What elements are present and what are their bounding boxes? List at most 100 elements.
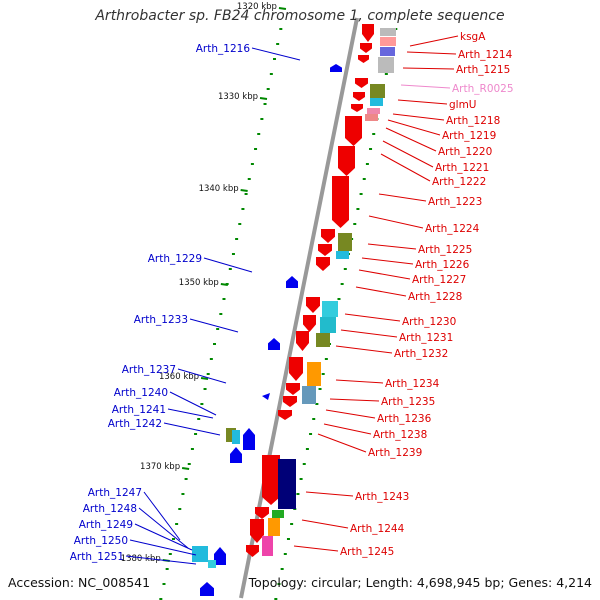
gene-feature[interactable]: [345, 116, 362, 146]
gene-label-arth_1219[interactable]: Arth_1219: [442, 130, 496, 142]
gene-feature[interactable]: [378, 57, 394, 73]
gene-feature[interactable]: [316, 333, 330, 347]
gene-label-arth_1224[interactable]: Arth_1224: [425, 223, 480, 235]
gene-label-arth_1225[interactable]: Arth_1225: [418, 244, 472, 256]
scale-dot: [238, 223, 242, 225]
kbp-tick-label: 1350 kbp: [179, 278, 219, 288]
gene-feature[interactable]: [226, 428, 236, 442]
gene-label-arth_1245[interactable]: Arth_1245: [340, 546, 394, 558]
gene-feature[interactable]: [307, 362, 321, 386]
gene-label-glmu[interactable]: glmU: [449, 99, 477, 111]
gene-feature[interactable]: [200, 582, 214, 596]
gene-label-arth_1251[interactable]: Arth_1251: [70, 551, 124, 563]
gene-feature[interactable]: [296, 331, 309, 351]
gene-label-arth_1221[interactable]: Arth_1221: [435, 162, 489, 174]
gene-feature[interactable]: [332, 176, 349, 228]
label-leader-line: [380, 153, 431, 182]
gene-label-arth_r0025[interactable]: Arth_R0025: [452, 83, 514, 95]
gene-label-arth_1223[interactable]: Arth_1223: [428, 196, 482, 208]
gene-label-arth_1233[interactable]: Arth_1233: [134, 314, 188, 326]
gene-feature[interactable]: [320, 317, 336, 333]
gene-feature[interactable]: [250, 519, 264, 543]
gene-feature[interactable]: [268, 518, 280, 536]
gene-label-arth_1218[interactable]: Arth_1218: [446, 115, 500, 127]
gene-label-arth_1248[interactable]: Arth_1248: [83, 503, 137, 515]
gene-feature[interactable]: [303, 315, 316, 332]
gene-label-ksga[interactable]: ksgA: [460, 31, 486, 43]
gene-label-arth_1215[interactable]: Arth_1215: [456, 64, 510, 76]
gene-label-arth_1229[interactable]: Arth_1229: [148, 253, 202, 265]
gene-label-arth_1247[interactable]: Arth_1247: [88, 487, 142, 499]
gene-label-arth_1244[interactable]: Arth_1244: [350, 523, 405, 535]
gene-feature[interactable]: [286, 276, 298, 288]
gene-feature[interactable]: [232, 430, 240, 444]
gene-feature[interactable]: [322, 301, 338, 317]
gene-label-arth_1250[interactable]: Arth_1250: [74, 535, 128, 547]
gene-feature[interactable]: [278, 410, 292, 420]
gene-label-arth_1236[interactable]: Arth_1236: [377, 413, 432, 425]
gene-label-arth_1241[interactable]: Arth_1241: [112, 404, 166, 416]
gene-feature[interactable]: [367, 108, 380, 114]
gene-feature[interactable]: [192, 546, 208, 562]
gene-feature[interactable]: [338, 233, 352, 251]
gene-label-arth_1234[interactable]: Arth_1234: [385, 378, 440, 390]
gene-feature[interactable]: [338, 146, 355, 176]
gene-feature[interactable]: [214, 547, 226, 565]
gene-label-arth_1228[interactable]: Arth_1228: [408, 291, 462, 303]
gene-label-arth_1227[interactable]: Arth_1227: [412, 274, 466, 286]
gene-feature[interactable]: [208, 560, 216, 568]
gene-feature[interactable]: [362, 24, 374, 42]
gene-feature[interactable]: [283, 396, 297, 407]
gene-feature[interactable]: [380, 28, 396, 36]
gene-feature[interactable]: [351, 104, 363, 112]
scale-dot: [241, 208, 245, 210]
gene-feature[interactable]: [272, 510, 284, 518]
gene-feature[interactable]: [336, 251, 349, 259]
gene-feature[interactable]: [360, 43, 372, 53]
gene-feature[interactable]: [321, 229, 335, 243]
gene-feature[interactable]: [286, 383, 300, 395]
gene-label-arth_1249[interactable]: Arth_1249: [79, 519, 133, 531]
gene-label-arth_1242[interactable]: Arth_1242: [108, 418, 162, 430]
gene-feature[interactable]: [243, 428, 255, 450]
gene-feature[interactable]: [262, 393, 270, 400]
gene-feature[interactable]: [365, 114, 378, 121]
gene-feature[interactable]: [306, 297, 320, 313]
gene-feature[interactable]: [268, 338, 280, 350]
gene-feature[interactable]: [380, 37, 396, 46]
gene-label-arth_1235[interactable]: Arth_1235: [381, 396, 435, 408]
gene-label-arth_1222[interactable]: Arth_1222: [432, 176, 486, 188]
gene-label-arth_1243[interactable]: Arth_1243: [355, 491, 409, 503]
gene-label-arth_1230[interactable]: Arth_1230: [402, 316, 456, 328]
gene-label-arth_1231[interactable]: Arth_1231: [399, 332, 453, 344]
gene-label-arth_1220[interactable]: Arth_1220: [438, 146, 492, 158]
gene-label-arth_1214[interactable]: Arth_1214: [458, 49, 513, 61]
scale-dot: [337, 298, 341, 300]
gene-feature[interactable]: [289, 357, 303, 381]
gene-feature[interactable]: [278, 459, 296, 509]
gene-label-arth_1226[interactable]: Arth_1226: [415, 259, 470, 271]
genome-summary-text: Topology: circular; Length: 4,698,945 bp…: [248, 575, 592, 590]
gene-feature[interactable]: [246, 545, 259, 557]
gene-feature[interactable]: [355, 78, 368, 88]
gene-feature[interactable]: [230, 447, 242, 463]
gene-label-arth_1232[interactable]: Arth_1232: [394, 348, 448, 360]
gene-feature[interactable]: [330, 64, 342, 72]
gene-label-arth_1239[interactable]: Arth_1239: [368, 447, 422, 459]
gene-label-arth_1238[interactable]: Arth_1238: [373, 429, 427, 441]
gene-feature[interactable]: [380, 47, 395, 56]
gene-feature[interactable]: [262, 536, 273, 556]
gene-label-arth_1237[interactable]: Arth_1237: [122, 364, 176, 376]
scale-dot: [178, 508, 182, 510]
gene-feature[interactable]: [318, 244, 332, 256]
gene-feature[interactable]: [302, 386, 316, 404]
gene-feature[interactable]: [353, 92, 365, 101]
gene-feature[interactable]: [255, 507, 269, 519]
gene-label-arth_1240[interactable]: Arth_1240: [114, 387, 168, 399]
gene-feature[interactable]: [358, 55, 369, 63]
gene-feature[interactable]: [370, 98, 383, 106]
gene-label-arth_1216[interactable]: Arth_1216: [196, 43, 251, 55]
gene-feature[interactable]: [262, 455, 280, 505]
gene-feature[interactable]: [316, 257, 330, 271]
gene-feature[interactable]: [370, 84, 385, 98]
